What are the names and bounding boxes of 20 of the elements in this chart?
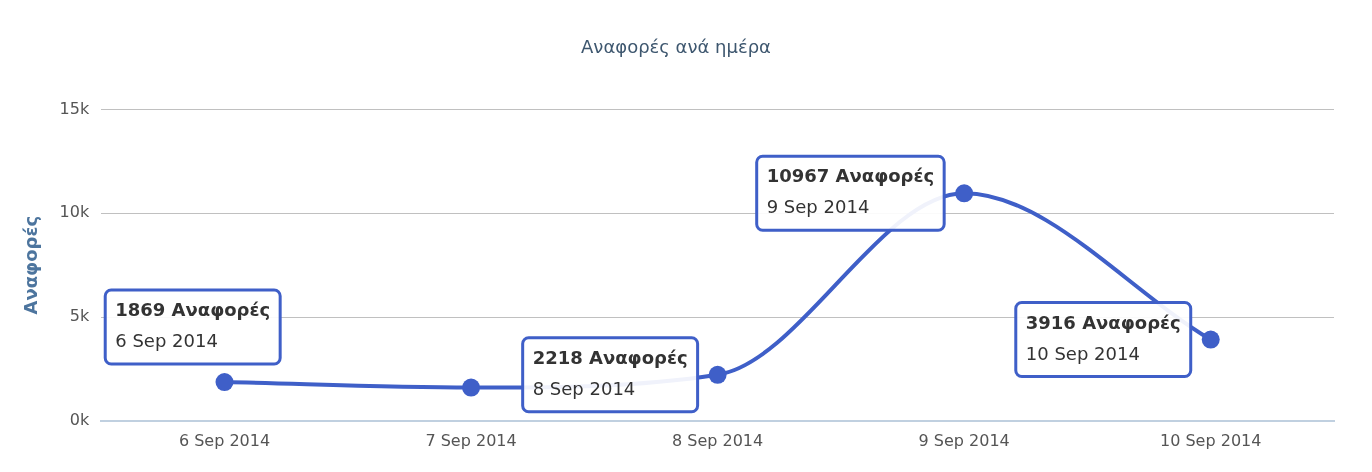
x-tick-label: 9 Sep 2014 — [918, 430, 1010, 450]
point — [215, 373, 234, 392]
chart-title: Αναφορές ανά ημέρα — [581, 36, 771, 58]
point — [462, 378, 481, 397]
y-tick-label: 5k — [69, 306, 90, 326]
x-tick-label: 8 Sep 2014 — [672, 430, 764, 450]
text: 2218 Αναφορές 8 Sep 2014 — [532, 346, 688, 399]
point — [708, 365, 727, 384]
y-tick-label: 15k — [59, 98, 90, 118]
text: 1869 Αναφορές 6 Sep 2014 — [115, 299, 271, 352]
point — [955, 184, 974, 203]
y-axis-title: Αναφορές — [20, 215, 42, 315]
x-tick-label: 7 Sep 2014 — [425, 430, 517, 450]
text: 3916 Αναφορές 10 Sep 2014 — [1025, 311, 1181, 364]
y-tick-label: 10k — [59, 202, 90, 222]
y-tick-label: 0k — [69, 409, 90, 429]
point — [1201, 330, 1220, 349]
text: 10967 Αναφορές 9 Sep 2014 — [766, 165, 935, 218]
x-tick-label: 10 Sep 2014 — [1160, 430, 1262, 450]
x-tick-label: 6 Sep 2014 — [178, 430, 271, 450]
